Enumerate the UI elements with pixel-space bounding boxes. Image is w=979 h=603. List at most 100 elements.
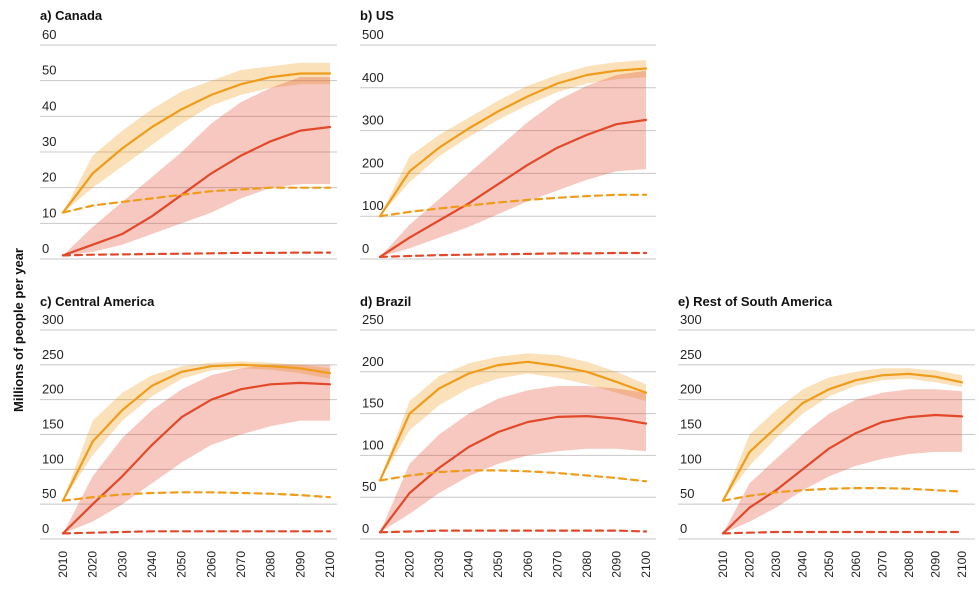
y-tick-label: 30 <box>42 134 56 149</box>
panel-title: e) Rest of South America <box>678 294 833 309</box>
uncertainty-band-1 <box>380 60 646 217</box>
y-tick-label: 20 <box>42 170 56 185</box>
x-tick-label: 2070 <box>234 551 248 578</box>
x-tick-label: 2060 <box>521 551 535 578</box>
y-tick-label: 200 <box>42 382 64 397</box>
y-tick-label: 100 <box>680 451 702 466</box>
x-tick-label: 2020 <box>403 551 417 578</box>
solid-line-1 <box>721 372 964 502</box>
dashed-line-4 <box>378 251 648 258</box>
x-tick-label: 2030 <box>769 551 783 578</box>
panel-4: d) Brazil 0 50 100 150 200 250 2010 2020 2030 2040… <box>360 294 656 578</box>
x-tick-label: 2050 <box>822 551 836 578</box>
y-tick-label: 200 <box>362 354 384 369</box>
y-tick-label: 200 <box>680 382 702 397</box>
uncertainty-band-2 <box>63 364 330 534</box>
solid-line-1 <box>61 72 332 214</box>
dashed-line-3 <box>378 469 648 483</box>
x-tick-label: 2050 <box>491 551 505 578</box>
y-tick-label: 250 <box>362 312 384 327</box>
x-tick-label: 2080 <box>902 551 916 578</box>
solid-line-1 <box>61 363 332 502</box>
panel-title: b) US <box>360 8 394 23</box>
x-tick-label: 2090 <box>293 551 307 578</box>
panel-2: b) US 0 100 200 300 400 500 <box>360 8 656 260</box>
x-tick-label: 2070 <box>550 551 564 578</box>
uncertainty-band-1 <box>723 368 962 501</box>
uncertainty-band-2 <box>723 389 962 534</box>
solid-line-2 <box>721 413 964 535</box>
y-tick-label: 150 <box>680 417 702 432</box>
y-tick-label: 60 <box>42 27 56 42</box>
y-tick-label: 150 <box>42 417 64 432</box>
x-tick-label: 2060 <box>204 551 218 578</box>
x-tick-label: 2080 <box>264 551 278 578</box>
x-tick-label: 2010 <box>373 551 387 578</box>
panel-title: a) Canada <box>40 8 103 23</box>
panel-1: a) Canada 0 10 20 30 40 50 60 <box>40 8 337 260</box>
panel-3: c) Central America 0 50 100 150 200 250 300 2010… <box>40 294 337 578</box>
x-tick-label: 2030 <box>115 551 129 578</box>
y-tick-label: 10 <box>42 205 56 220</box>
y-tick-label: 0 <box>362 521 369 536</box>
y-tick-label: 0 <box>42 521 49 536</box>
y-tick-label: 0 <box>42 241 49 256</box>
solid-line-1 <box>378 360 648 482</box>
x-tick-label: 2020 <box>743 551 757 578</box>
x-tick-label: 2010 <box>56 551 70 578</box>
dashed-line-3 <box>378 193 648 218</box>
x-tick-label: 2040 <box>145 551 159 578</box>
y-tick-label: 50 <box>362 479 376 494</box>
solid-line-1 <box>378 67 648 218</box>
y-tick-label: 300 <box>680 312 702 327</box>
dashed-line-4 <box>721 530 964 535</box>
x-tick-label: 2030 <box>432 551 446 578</box>
x-tick-label: 2060 <box>849 551 863 578</box>
y-tick-label: 50 <box>680 486 694 501</box>
uncertainty-band-1 <box>63 361 330 501</box>
y-tick-label: 100 <box>362 437 384 452</box>
y-tick-label: 250 <box>42 347 64 362</box>
y-tick-label: 100 <box>362 198 384 213</box>
panel-title: c) Central America <box>40 294 155 309</box>
uncertainty-band-2 <box>63 77 330 256</box>
dashed-line-4 <box>61 251 332 257</box>
y-tick-label: 300 <box>42 312 64 327</box>
panel-5: e) Rest of South America 0 50 100 150 200 250 3… <box>678 294 975 578</box>
x-tick-label: 2050 <box>175 551 189 578</box>
solid-line-2 <box>378 415 648 534</box>
x-tick-label: 2100 <box>955 551 969 578</box>
solid-line-2 <box>61 125 332 257</box>
x-tick-label: 2100 <box>639 551 653 578</box>
dashed-line-3 <box>61 186 332 214</box>
y-tick-label: 100 <box>42 451 64 466</box>
y-tick-label: 250 <box>680 347 702 362</box>
y-tick-label: 50 <box>42 486 56 501</box>
x-tick-label: 2090 <box>928 551 942 578</box>
x-tick-label: 2100 <box>323 551 337 578</box>
y-tick-label: 200 <box>362 155 384 170</box>
y-tick-label: 150 <box>362 396 384 411</box>
x-tick-label: 2070 <box>875 551 889 578</box>
x-tick-label: 2040 <box>796 551 810 578</box>
dashed-line-3 <box>61 491 332 502</box>
uncertainty-band-2 <box>380 386 646 533</box>
y-tick-label: 400 <box>362 70 384 85</box>
y-tick-label: 40 <box>42 98 56 113</box>
y-tick-label: 0 <box>680 521 687 536</box>
y-tick-label: 0 <box>362 241 369 256</box>
dashed-line-4 <box>61 530 332 535</box>
x-tick-label: 2040 <box>462 551 476 578</box>
uncertainty-band-1 <box>63 62 330 213</box>
x-tick-label: 2080 <box>580 551 594 578</box>
dashed-line-4 <box>378 529 648 534</box>
solid-line-2 <box>61 381 332 535</box>
y-axis-label: Millions of people per year <box>11 248 26 412</box>
y-tick-label: 50 <box>42 63 56 78</box>
solid-line-2 <box>378 118 648 258</box>
y-tick-label: 500 <box>362 27 384 42</box>
uncertainty-band-2 <box>380 70 646 257</box>
dashed-line-3 <box>721 487 964 502</box>
